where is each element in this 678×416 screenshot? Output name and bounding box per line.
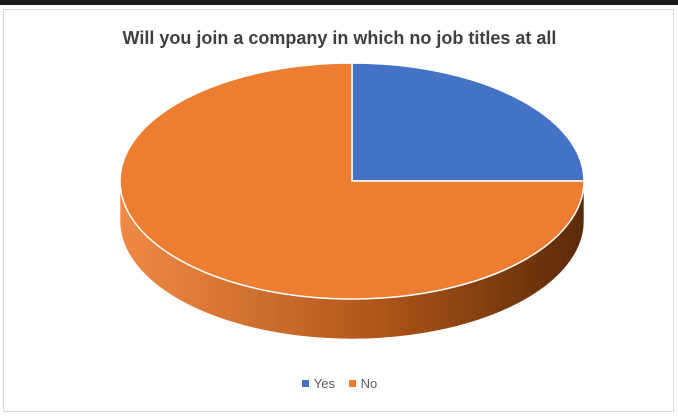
legend-label-no: No — [360, 376, 378, 391]
top-border — [0, 0, 678, 5]
pie-chart — [119, 62, 585, 340]
pie-slice-no — [119, 62, 585, 300]
legend-swatch-no — [348, 380, 356, 388]
legend-label-yes: Yes — [313, 376, 335, 391]
legend-swatch-yes — [301, 380, 309, 388]
legend: Yes No — [4, 376, 675, 391]
pie-slice-yes — [351, 62, 585, 182]
chart-area: Will you join a company in which no job … — [3, 9, 674, 412]
chart-title: Will you join a company in which no job … — [122, 28, 557, 48]
legend-item-no: No — [348, 376, 378, 391]
legend-item-yes: Yes — [301, 376, 335, 391]
